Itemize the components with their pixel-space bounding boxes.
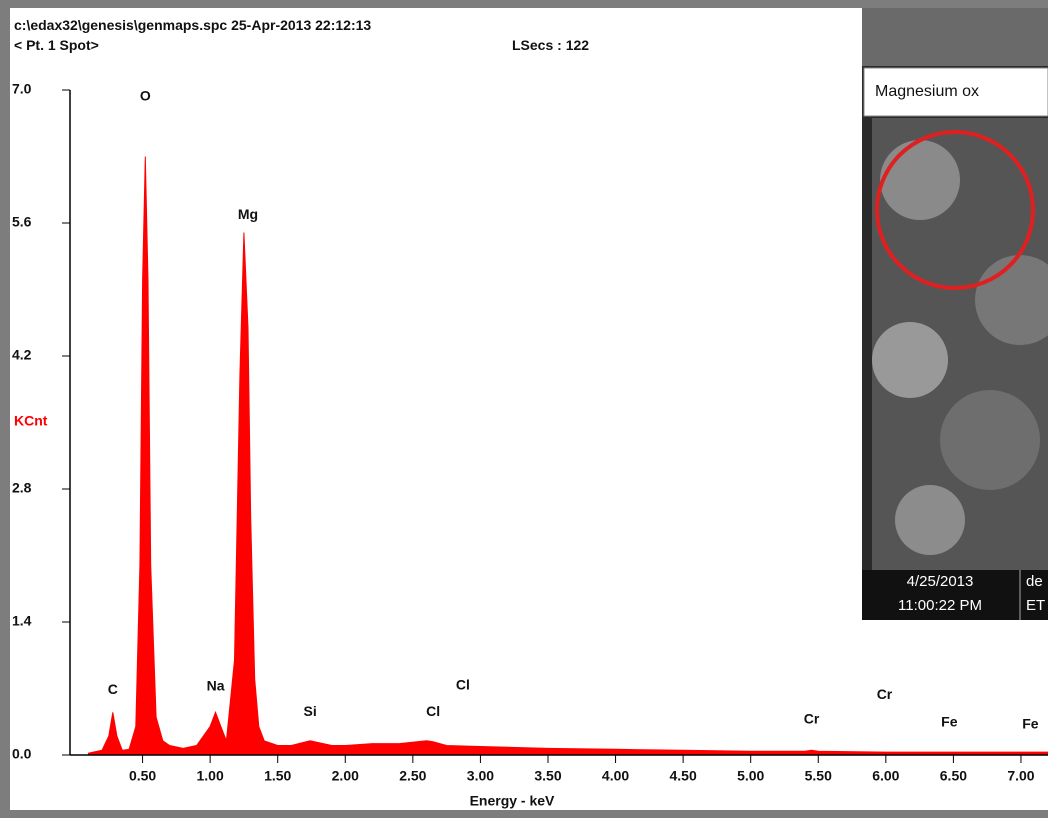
sem-texture	[872, 322, 948, 398]
x-tick-label: 4.00	[602, 768, 629, 784]
x-tick-label: 6.50	[940, 768, 967, 784]
caption-box	[863, 67, 1048, 117]
x-tick-label: 3.50	[534, 768, 561, 784]
header-line: < Pt. 1 Spot>	[14, 37, 99, 53]
peak-label: Si	[304, 703, 317, 719]
inset-col2: de	[1026, 573, 1043, 590]
peak-label: Na	[207, 677, 225, 693]
peak-label: C	[108, 681, 118, 697]
peak-label: Fe	[941, 713, 958, 729]
x-tick-label: 2.50	[399, 768, 426, 784]
x-tick-label: 7.00	[1007, 768, 1034, 784]
peak-label: Cr	[804, 711, 820, 727]
peak-label: Fe	[1022, 715, 1039, 731]
y-tick-label: 5.6	[12, 214, 32, 230]
inset-caption: Magnesium ox	[875, 83, 979, 100]
peak-label: Mg	[238, 206, 258, 222]
y-tick-label: 0.0	[12, 746, 32, 762]
sem-texture	[895, 485, 965, 555]
inset-time: 11:00:22 PM	[898, 597, 982, 614]
inset-col2: ET	[1026, 597, 1045, 614]
peak-label: Cl	[426, 703, 440, 719]
inset: Magnesium ox 4/25/2013 11:00:22 PM de ET	[862, 8, 1048, 620]
x-tick-label: 5.00	[737, 768, 764, 784]
x-tick-label: 0.50	[129, 768, 156, 784]
inset-date: 4/25/2013	[907, 573, 974, 590]
y-axis-label: KCnt	[14, 413, 48, 429]
highlight-circle	[875, 130, 1035, 290]
info-strip	[862, 570, 1048, 620]
x-tick-label: 1.50	[264, 768, 291, 784]
y-tick-label: 7.0	[12, 81, 32, 97]
peak-label: Cr	[877, 686, 893, 702]
y-tick-label: 2.8	[12, 480, 32, 496]
y-tick-label: 4.2	[12, 347, 32, 363]
x-tick-label: 1.00	[197, 768, 224, 784]
peak-label: Cl	[456, 676, 470, 692]
x-tick-label: 5.50	[805, 768, 832, 784]
sem-texture	[880, 140, 960, 220]
plot: 0.0 1.4 2.8 4.2 5.6 7.0 0.50 1.00 1.50 2.00 2.50 3.…	[12, 81, 1048, 784]
sem-image	[862, 8, 1048, 66]
spectrum	[88, 156, 1048, 756]
x-tick-label: 6.00	[872, 768, 899, 784]
sem-texture	[940, 390, 1040, 490]
y-tick-label: 1.4	[12, 613, 32, 629]
x-axis-label: Energy - keV	[470, 793, 555, 809]
peak-label: O	[140, 87, 151, 103]
header-line: c:\edax32\genesis\genmaps.spc 25-Apr-201…	[14, 17, 371, 33]
header-line: LSecs : 122	[512, 37, 589, 53]
x-tick-label: 3.00	[467, 768, 494, 784]
x-tick-label: 2.00	[332, 768, 359, 784]
x-tick-label: 4.50	[670, 768, 697, 784]
